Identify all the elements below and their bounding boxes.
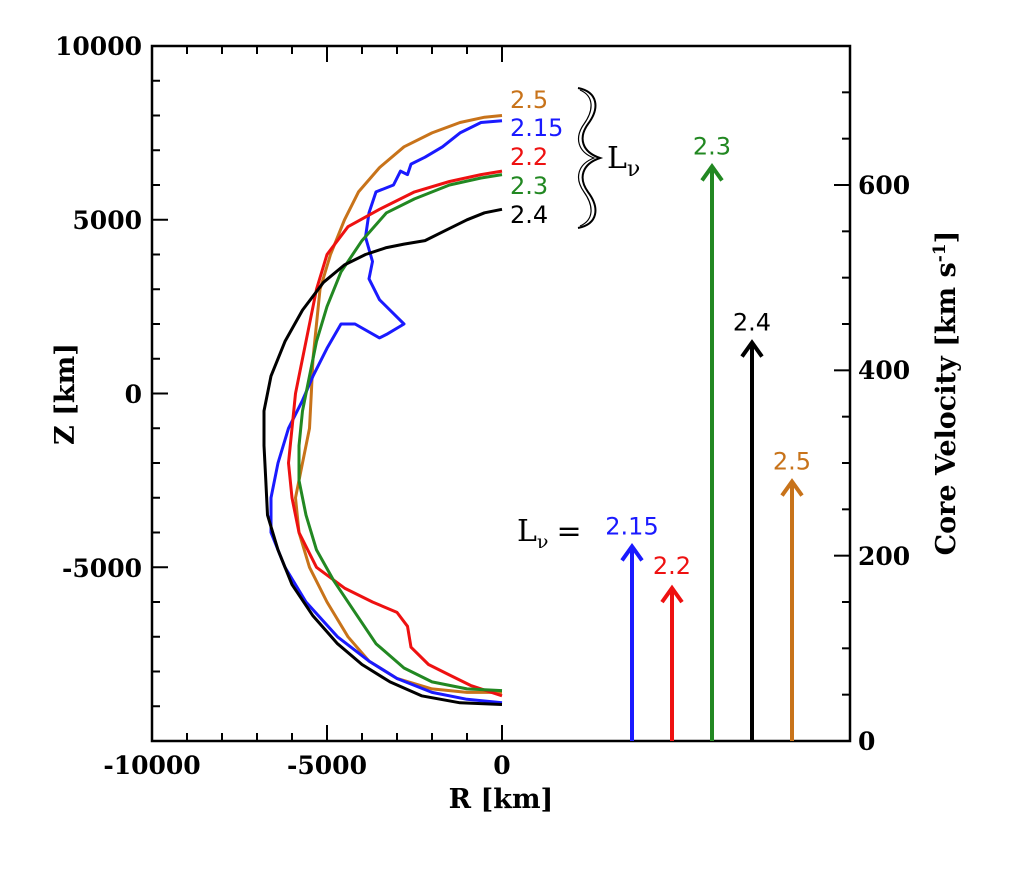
right-axis-title-main: Core Velocity [km s <box>931 262 962 555</box>
curly-bracket <box>577 87 604 229</box>
curve-2.5 <box>294 114 503 694</box>
lnu-prefix-eq: = <box>556 514 581 549</box>
arrow-label-2.15: 2.15 <box>605 512 658 540</box>
right-axis-title-sup: -1 <box>930 243 950 262</box>
y-tick-5000: 5000 <box>72 206 142 235</box>
curve-labels: 2.5 2.15 2.2 2.3 2.4 <box>510 86 563 229</box>
bracket-label-l: L <box>607 141 627 176</box>
plot-frame <box>150 44 852 743</box>
x-tick-0: 0 <box>493 751 510 780</box>
curve-2.2 <box>287 169 503 698</box>
lnu-prefix-nu: ν <box>537 531 549 553</box>
velocity-arrows: 2.15 2.2 2.3 2.4 2.5 <box>605 132 811 741</box>
velocity-arrow-2.3: 2.3 <box>693 132 731 741</box>
arrow-label-2.5: 2.5 <box>773 448 811 476</box>
curve-label-2.15: 2.15 <box>510 114 563 142</box>
arrow-label-2.3: 2.3 <box>693 132 731 160</box>
y-tick-minus-5000: -5000 <box>62 554 142 583</box>
y-axis-title: Z [km] <box>50 343 81 445</box>
velocity-arrow-2.15: 2.15 <box>605 512 659 741</box>
bracket-label: Lν <box>607 141 640 182</box>
x-tick-minus-5000: -5000 <box>287 751 367 780</box>
velocity-arrow-2.5: 2.5 <box>773 448 811 741</box>
arrow-label-2.4: 2.4 <box>733 309 771 337</box>
curve-2.15 <box>269 119 503 705</box>
y-tick-10000: 10000 <box>55 32 142 61</box>
curve-label-2.3: 2.3 <box>510 172 548 200</box>
x-axis-title: R [km] <box>449 784 554 815</box>
curve-2.4 <box>262 207 503 706</box>
y-tick-0: 0 <box>125 380 142 409</box>
arrow-head <box>660 584 684 604</box>
curve-label-2.5: 2.5 <box>510 86 548 114</box>
x-tick-minus-10000: -10000 <box>103 751 200 780</box>
curly-bracket-inner <box>577 89 596 227</box>
curve-2.3 <box>297 173 503 693</box>
arrow-head <box>780 478 804 497</box>
right-axis-title: Core Velocity [km s-1] <box>930 231 962 556</box>
lnu-prefix-l: L <box>517 514 537 549</box>
shock-curves <box>262 114 503 706</box>
right-tick-400: 400 <box>858 356 910 385</box>
right-tick-600: 600 <box>858 171 910 200</box>
lnu-prefix: Lν = <box>517 514 582 553</box>
right-axis-title-end: ] <box>931 231 962 244</box>
velocity-arrow-2.2: 2.2 <box>653 552 691 741</box>
arrow-head <box>740 339 764 358</box>
velocity-arrow-2.4: 2.4 <box>733 309 771 741</box>
right-tick-200: 200 <box>858 542 910 571</box>
arrow-head <box>620 542 644 562</box>
curve-label-2.2: 2.2 <box>510 143 548 171</box>
right-tick-0: 0 <box>858 727 875 756</box>
curve-label-2.4: 2.4 <box>510 201 548 229</box>
arrow-head <box>700 163 724 182</box>
bracket-label-nu: ν <box>627 157 640 182</box>
arrow-label-2.2: 2.2 <box>653 552 691 580</box>
axis-ticks <box>151 45 850 742</box>
